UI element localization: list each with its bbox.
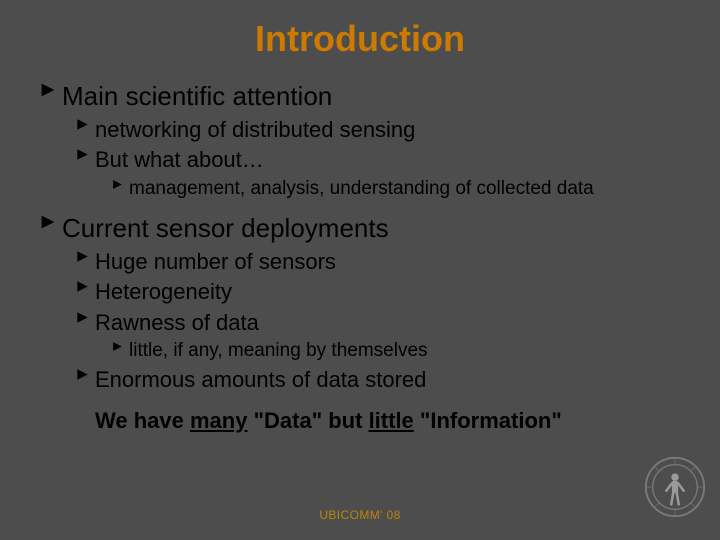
list-item: Huge number of sensors — [76, 248, 680, 276]
list-item-text: Enormous amounts of data stored — [95, 366, 426, 394]
list-item-text: Huge number of sensors — [95, 248, 336, 276]
slide: Introduction Main scientific attention n… — [0, 0, 720, 540]
bullet-arrow-icon — [76, 118, 89, 131]
bullet-arrow-icon — [76, 250, 89, 263]
list-item-text: management, analysis, understanding of c… — [129, 177, 594, 201]
bullet-arrow-icon — [40, 214, 56, 230]
tagline-underline: many — [190, 408, 247, 433]
tagline: We have many "Data" but little "Informat… — [95, 408, 680, 434]
list-item: little, if any, meaning by themselves — [112, 339, 680, 363]
list-item-text: networking of distributed sensing — [95, 116, 415, 144]
tagline-part: "Data" but — [247, 408, 368, 433]
bullet-arrow-icon — [40, 82, 56, 98]
list-item-text: Current sensor deployments — [62, 212, 389, 245]
list-item: Heterogeneity — [76, 278, 680, 306]
list-item-text: Rawness of data — [95, 309, 259, 337]
bullet-arrow-icon — [112, 341, 123, 352]
bullet-arrow-icon — [112, 179, 123, 190]
list-item: networking of distributed sensing — [76, 116, 680, 144]
seal-icon — [644, 456, 706, 518]
list-item: Enormous amounts of data stored — [76, 366, 680, 394]
list-item: Current sensor deployments — [40, 212, 680, 245]
tagline-part: We have — [95, 408, 190, 433]
list-item: Rawness of data — [76, 309, 680, 337]
list-item-text: But what about… — [95, 146, 264, 174]
tagline-part: "Information" — [414, 408, 562, 433]
slide-title: Introduction — [40, 18, 680, 60]
footer-text: UBICOMM' 08 — [0, 508, 720, 522]
list-item-text: Main scientific attention — [62, 80, 332, 113]
list-item: Main scientific attention — [40, 80, 680, 113]
bullet-arrow-icon — [76, 311, 89, 324]
content-list: Main scientific attention networking of … — [40, 80, 680, 394]
tagline-underline: little — [369, 408, 414, 433]
list-item: management, analysis, understanding of c… — [112, 177, 680, 201]
bullet-arrow-icon — [76, 368, 89, 381]
list-item: But what about… — [76, 146, 680, 174]
list-item-text: Heterogeneity — [95, 278, 232, 306]
bullet-arrow-icon — [76, 148, 89, 161]
list-item-text: little, if any, meaning by themselves — [129, 339, 428, 363]
bullet-arrow-icon — [76, 280, 89, 293]
